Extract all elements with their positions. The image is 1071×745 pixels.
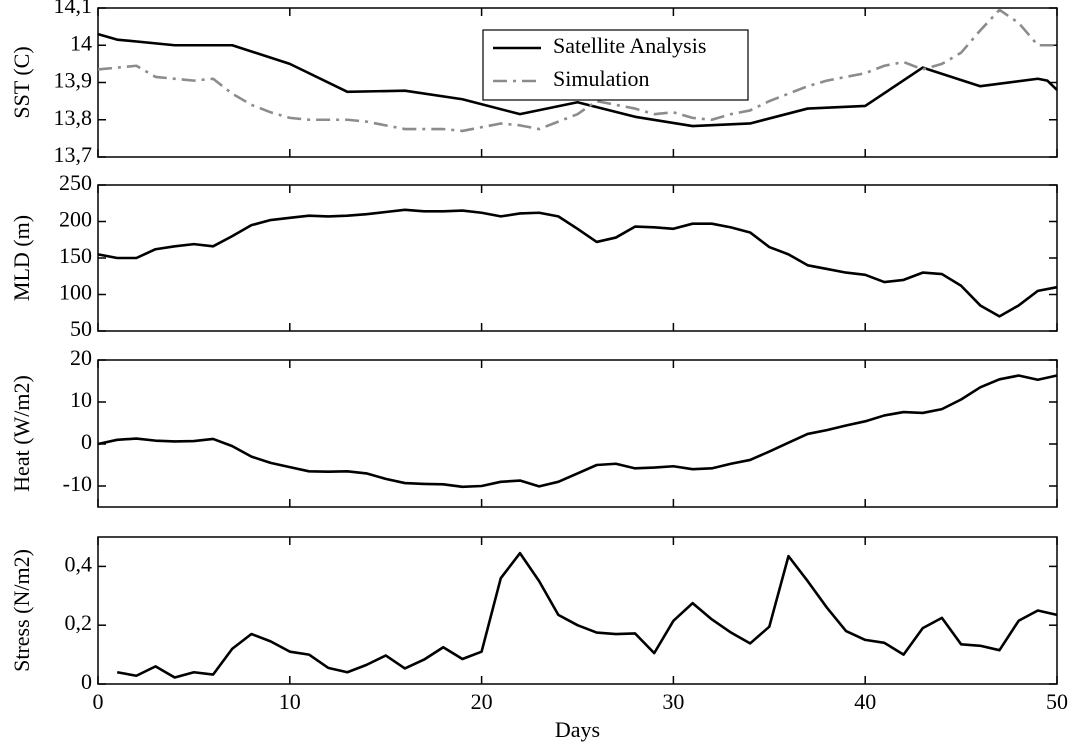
y-tick-label: 10 xyxy=(70,387,92,412)
y-tick-label: 100 xyxy=(59,280,92,305)
y-tick-label: 13,8 xyxy=(54,105,93,130)
data-line xyxy=(116,551,1058,679)
y-tick-label: 50 xyxy=(70,316,92,341)
y-tick-label: -10 xyxy=(63,471,92,496)
y-tick-label: 14 xyxy=(70,30,92,55)
y-tick-label: 13,9 xyxy=(54,68,93,93)
y-tick-label: 13,7 xyxy=(54,142,93,167)
y-tick-label: 0 xyxy=(81,429,92,454)
plot-frame xyxy=(97,536,1058,685)
y-axis-label: SST (C) xyxy=(9,46,34,118)
x-tick-label: 0 xyxy=(93,689,104,714)
legend-box xyxy=(482,29,749,101)
x-tick-label: 30 xyxy=(662,689,684,714)
plot-frame xyxy=(97,359,1058,508)
series-line xyxy=(97,32,1058,128)
y-tick-label: 20 xyxy=(70,345,92,370)
legend-label: Satellite Analysis xyxy=(553,33,706,58)
data-line xyxy=(97,208,1058,318)
y-axis-label: Stress (N/m2) xyxy=(9,549,34,672)
y-axis-label: Heat (W/m2) xyxy=(9,375,34,492)
y-tick-label: 200 xyxy=(59,207,92,232)
y-tick-label: 250 xyxy=(59,170,92,195)
x-tick-label: 40 xyxy=(854,689,876,714)
x-tick-label: 20 xyxy=(471,689,493,714)
y-tick-label: 0,4 xyxy=(65,551,93,576)
y-tick-label: 0 xyxy=(81,669,92,694)
legend-label: Simulation xyxy=(553,66,650,91)
plot-frame xyxy=(97,184,1058,332)
data-line xyxy=(97,374,1058,489)
y-axis-label: MLD (m) xyxy=(9,215,34,301)
x-axis-label: Days xyxy=(555,717,600,742)
series-line xyxy=(97,8,1057,133)
y-tick-label: 150 xyxy=(59,243,92,268)
x-tick-label: 50 xyxy=(1046,689,1068,714)
x-tick-label: 10 xyxy=(279,689,301,714)
y-tick-label: 0,2 xyxy=(65,610,93,635)
y-tick-label: 14,1 xyxy=(54,0,93,18)
